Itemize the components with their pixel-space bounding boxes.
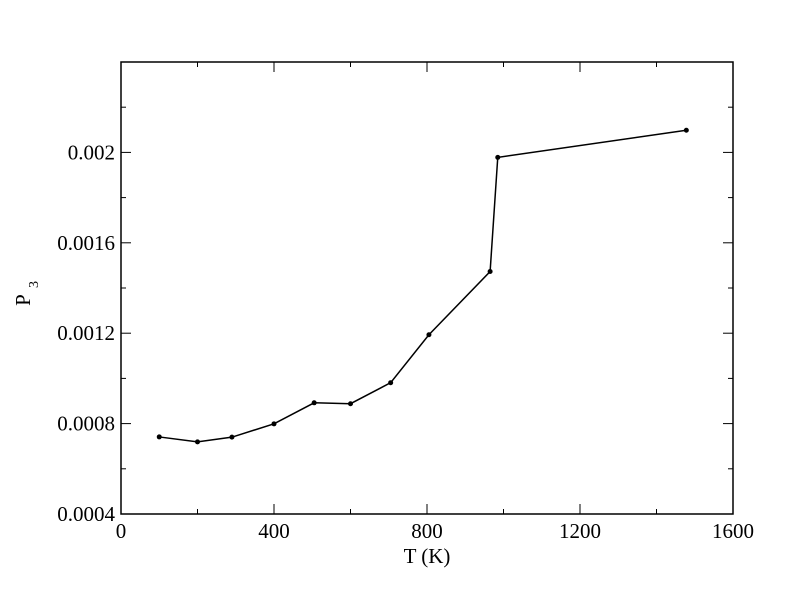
data-point xyxy=(683,127,689,133)
data-point xyxy=(311,400,317,406)
data-point xyxy=(156,434,162,440)
data-point xyxy=(195,439,200,445)
y-axis-label-subscript: 3 xyxy=(27,281,42,288)
x-tick-label: 1600 xyxy=(712,519,754,543)
data-point xyxy=(229,434,235,440)
x-tick-label: 400 xyxy=(258,519,290,543)
data-point xyxy=(426,332,432,338)
x-axis-label: T (K) xyxy=(404,544,451,568)
y-axis-label-main: P xyxy=(11,294,35,306)
y-tick-label: 0.0004 xyxy=(57,502,115,526)
x-tick-label: 1200 xyxy=(559,519,601,543)
y-tick-label: 0.0012 xyxy=(57,321,115,345)
y-axis-label: P 3 xyxy=(11,281,42,306)
data-point xyxy=(348,401,353,407)
x-tick-label: 0 xyxy=(116,519,127,543)
data-point xyxy=(487,269,493,275)
y-tick-label: 0.002 xyxy=(68,140,115,164)
y-tick-label: 0.0008 xyxy=(57,412,115,436)
data-point xyxy=(495,154,501,160)
plot-frame xyxy=(120,61,734,515)
x-tick-label: 800 xyxy=(411,519,443,543)
data-line xyxy=(159,129,687,443)
data-point xyxy=(271,421,277,427)
data-point xyxy=(388,380,394,386)
y-tick-label: 0.0016 xyxy=(57,231,115,255)
